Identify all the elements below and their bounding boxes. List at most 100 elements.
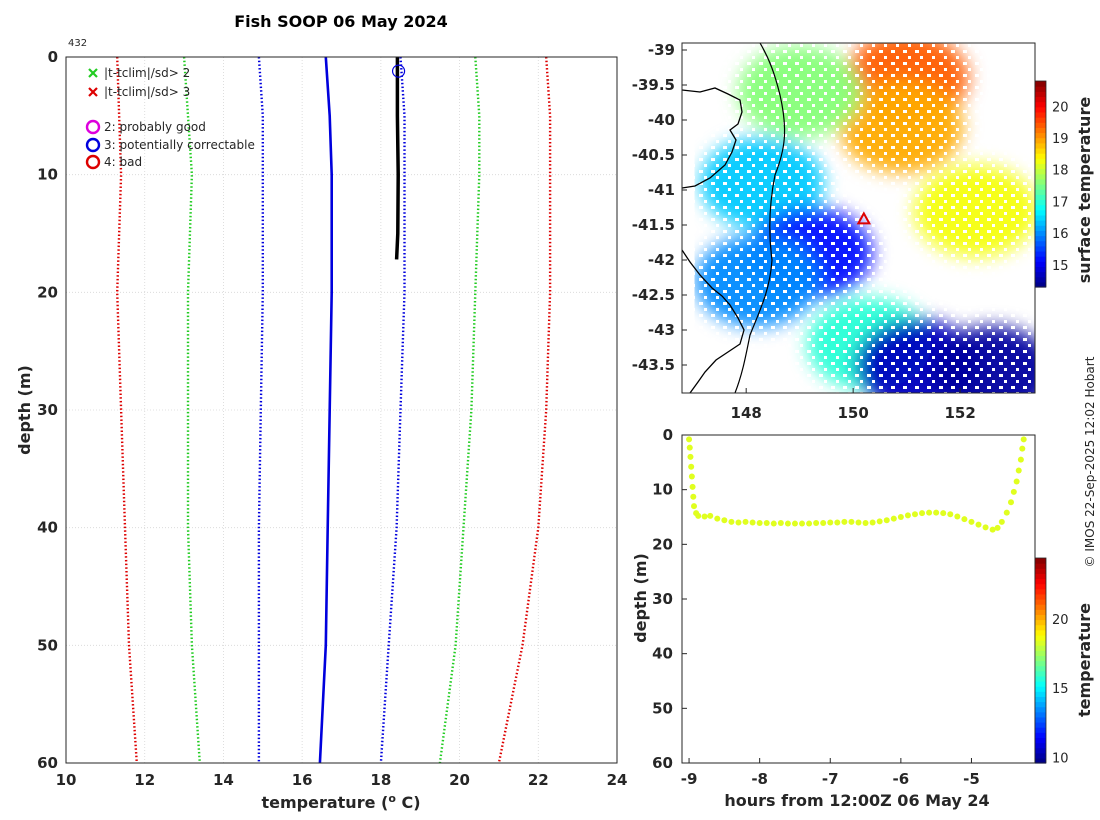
section-colorbar-segment <box>1035 727 1046 733</box>
legend-marker-circle <box>85 119 101 135</box>
profile-xtick-label: 18 <box>370 771 391 789</box>
section-ylabel: depth (m) <box>631 553 650 643</box>
map-colorbar-segment <box>1035 101 1046 108</box>
profile-xtick-label: 22 <box>528 771 549 789</box>
section-point <box>1015 467 1022 474</box>
legend-marker-circle <box>85 154 101 170</box>
section-point <box>749 519 756 526</box>
profile-ytick-label: 60 <box>37 754 58 772</box>
legend-marker-circle <box>85 137 101 153</box>
profile-ylabel: depth (m) <box>15 365 34 455</box>
section-xtick-label: -5 <box>963 770 980 788</box>
shelf-contour <box>734 43 786 393</box>
section-point <box>1019 445 1026 452</box>
section-colorbar-tick: 10 <box>1052 751 1069 766</box>
section-point <box>989 526 996 533</box>
series-climatology-mean <box>318 57 334 763</box>
section-point <box>742 518 749 525</box>
section-colorbar-segment <box>1035 742 1046 749</box>
map-colorbar: 15 16 17 18 19 20 <box>1034 80 1069 288</box>
profile-ytick-label: 40 <box>37 519 58 537</box>
section-colorbar-tick: 15 <box>1052 682 1069 697</box>
map-colorbar-segment <box>1035 276 1046 283</box>
series-mean-3-sd <box>497 57 552 763</box>
section-point <box>933 509 940 516</box>
map-colorbar-segment <box>1035 117 1046 123</box>
map-ytick-label: -40 <box>648 111 675 129</box>
section-xtick-label: -6 <box>893 770 910 788</box>
section-ytick-label: 60 <box>652 754 673 772</box>
map-colorbar-segment <box>1035 173 1046 180</box>
section-xtick-label: -7 <box>822 770 839 788</box>
map-colorbar-segment <box>1035 235 1046 242</box>
section-point <box>947 511 954 518</box>
section-xtick-label: -8 <box>751 770 768 788</box>
section-point <box>688 463 695 470</box>
section-point <box>701 513 708 520</box>
map-colorbar-segment <box>1035 106 1046 113</box>
section-point <box>890 515 897 522</box>
station-triangle <box>856 211 872 225</box>
map-colorbar-segment <box>1035 163 1046 170</box>
section-point <box>982 524 989 531</box>
map-colorbar-segment <box>1035 204 1046 211</box>
section-colorbar-segment <box>1035 583 1046 590</box>
section-point <box>735 519 742 526</box>
map-colorbar-segment <box>1035 178 1046 185</box>
section-colorbar-frame <box>1034 557 1047 764</box>
section-colorbar-segment <box>1035 706 1046 713</box>
section-colorbar-segment <box>1035 681 1046 687</box>
map-ytick-label: -40.5 <box>632 146 675 164</box>
profile-ticks: 10 12 14 16 18 20 22 24 0 10 20 30 40 50 60 <box>37 48 627 789</box>
section-colorbar-segment <box>1035 665 1046 672</box>
map-colorbar-segment <box>1035 189 1046 195</box>
map-colorbar-segment <box>1035 225 1046 231</box>
profile-xlabel: temperature (o C) <box>261 792 420 812</box>
section-colorbar-segment <box>1035 578 1046 585</box>
section-colorbar-segment <box>1035 696 1046 703</box>
map-colorbar-segment <box>1035 256 1046 262</box>
profile-xtick-label: 24 <box>607 771 628 789</box>
profile-ytick-label: 50 <box>37 636 58 654</box>
legend-label: 4: bad <box>104 155 142 169</box>
section-point <box>688 473 695 480</box>
profile-xtick-label: 16 <box>292 771 313 789</box>
section-colorbar-label: temperature <box>1075 603 1094 717</box>
map-colorbar-segment <box>1035 230 1046 237</box>
profile-series <box>115 57 552 763</box>
map-colorbar-tick: 20 <box>1052 100 1069 115</box>
map-colorbar-segment <box>1035 184 1046 190</box>
section-point <box>911 511 918 518</box>
section-point <box>883 517 890 524</box>
map-colorbar-segment <box>1035 147 1046 154</box>
map-colorbar-tick: 19 <box>1052 132 1069 147</box>
map-colorbar-label: surface temperature <box>1075 97 1094 284</box>
section-colorbar-segment <box>1035 752 1046 759</box>
section-point <box>1003 509 1010 516</box>
section-point <box>721 517 728 524</box>
map-colorbar-segment <box>1035 271 1046 278</box>
section-colorbar-segment <box>1035 701 1046 708</box>
section-colorbar-segment <box>1035 691 1046 697</box>
section-colorbar-segment <box>1035 593 1046 600</box>
map-xtick-label: 152 <box>944 404 975 422</box>
map-colorbar-segment <box>1035 266 1046 273</box>
map-colorbar-segment <box>1035 96 1046 103</box>
section-point <box>998 518 1005 525</box>
section-point <box>784 520 791 527</box>
section-point <box>968 518 975 525</box>
section-point <box>919 510 926 517</box>
series-mean-2-sd <box>182 57 201 763</box>
profile-ytick-label: 30 <box>37 401 58 419</box>
legend-label: 3: potentially correctable <box>104 138 255 152</box>
profile-grid <box>65 56 618 764</box>
section-point <box>876 518 883 525</box>
section-point <box>1017 456 1024 463</box>
section-point <box>834 519 841 526</box>
profile-ytick-label: 0 <box>48 48 58 66</box>
section-point <box>904 512 911 519</box>
section-point <box>820 520 827 527</box>
chart-title: Fish SOOP 06 May 2024 <box>234 12 448 31</box>
profile-ytick-label: 20 <box>37 283 58 301</box>
